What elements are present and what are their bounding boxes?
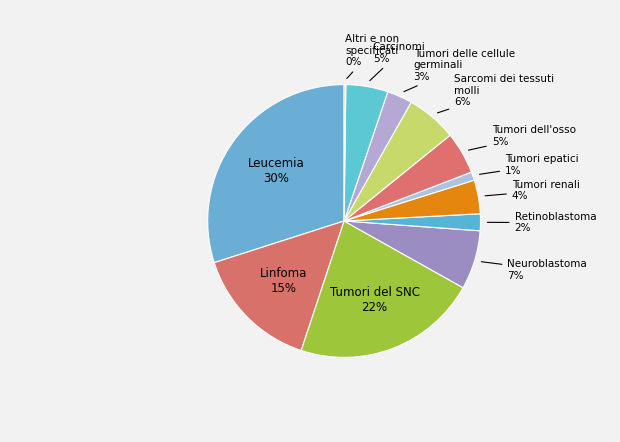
Text: Sarcomi dei tessuti
molli
6%: Sarcomi dei tessuti molli 6% <box>438 74 554 113</box>
Text: Altri e non
specificati
0%: Altri e non specificati 0% <box>345 34 399 78</box>
Wedge shape <box>215 221 344 351</box>
Text: Retinoblastoma
2%: Retinoblastoma 2% <box>487 212 596 233</box>
Wedge shape <box>344 102 450 221</box>
Wedge shape <box>344 214 480 231</box>
Text: Carcinomi
5%: Carcinomi 5% <box>370 42 425 80</box>
Text: Tumori epatici
1%: Tumori epatici 1% <box>479 154 578 175</box>
Wedge shape <box>344 84 388 221</box>
Text: Leucemia
30%: Leucemia 30% <box>247 157 304 185</box>
Wedge shape <box>344 92 411 221</box>
Text: Tumori delle cellule
germinali
3%: Tumori delle cellule germinali 3% <box>404 49 515 91</box>
Text: Linfoma
15%: Linfoma 15% <box>260 267 308 294</box>
Text: Tumori renali
4%: Tumori renali 4% <box>485 180 580 202</box>
Wedge shape <box>208 84 344 263</box>
Text: Neuroblastoma
7%: Neuroblastoma 7% <box>481 259 587 281</box>
Text: Tumori del SNC
22%: Tumori del SNC 22% <box>330 286 420 314</box>
Wedge shape <box>344 84 346 221</box>
Wedge shape <box>301 221 463 358</box>
Wedge shape <box>344 180 480 221</box>
Wedge shape <box>344 172 474 221</box>
Text: Tumori dell'osso
5%: Tumori dell'osso 5% <box>469 125 576 150</box>
Wedge shape <box>344 135 471 221</box>
Wedge shape <box>344 221 480 288</box>
